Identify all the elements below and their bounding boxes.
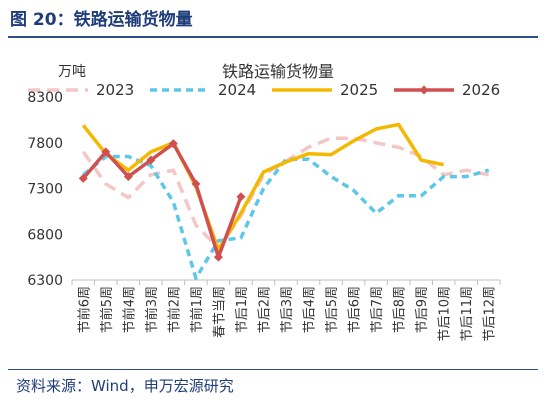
x-tick-label: 春节当周: [212, 286, 227, 338]
legend-label: 2025: [340, 81, 378, 99]
legend-item-2024: 2024: [150, 81, 256, 99]
x-tick-label: 节后8周: [393, 286, 408, 333]
legend-label: 2024: [218, 81, 256, 99]
series-line-2025: [81, 122, 445, 252]
x-tick-label: 节前2周: [166, 286, 182, 333]
y-tick-label: 6300: [27, 273, 63, 289]
chart-title: 铁路运输货物量: [222, 62, 334, 81]
legend-label: 2026: [462, 81, 500, 99]
legend-marker: [419, 85, 429, 95]
title-rule: [8, 36, 538, 38]
series-2025: [81, 122, 445, 252]
y-tick-label: 7300: [27, 182, 63, 198]
data-point-2026: [78, 173, 88, 183]
x-tick-label: 节后7周: [370, 286, 385, 333]
source-rule: [8, 369, 538, 370]
data-point-2026: [236, 192, 246, 202]
legend: 2023 2024 2025 2026: [28, 81, 500, 99]
data-point-2026: [168, 139, 178, 149]
x-tick-labels: 节前6周 节前5周 节前4周 节前3周 节前2周 节前1周 春节当周 节后1周 节后2周 节后3周…: [76, 286, 497, 342]
y-axis-unit: 万吨: [58, 64, 86, 80]
series-line-2024: [82, 154, 490, 280]
legend-item-2025: 2025: [272, 81, 378, 99]
data-point-2026: [191, 179, 201, 189]
x-tick-label: 节后9周: [415, 286, 430, 333]
series-2023: [81, 136, 490, 250]
x-tick-label: 节后11周: [460, 286, 475, 342]
axes: [71, 279, 501, 285]
y-tick-label: 8300: [27, 90, 63, 106]
x-tick-label: 节前5周: [99, 286, 115, 333]
y-tick-label: 7800: [27, 136, 63, 152]
figure-title: 图 20：铁路运输货物量: [10, 10, 193, 30]
data-point-2026: [146, 155, 156, 165]
x-tick-label: 节后10周: [438, 286, 453, 342]
x-tick-label: 节后1周: [235, 286, 250, 333]
x-tick-label: 节后5周: [325, 286, 340, 333]
x-tick-label: 节前3周: [144, 286, 160, 333]
series-line-2023: [81, 136, 490, 250]
y-tick-labels: 6300 6800 7300 7800 8300: [27, 90, 63, 289]
legend-item-2023: 2023: [28, 81, 134, 99]
x-tick-label: 节后12周: [483, 286, 498, 342]
series-line-2026: [81, 141, 243, 259]
data-point-2026: [101, 147, 111, 157]
data-point-2026: [213, 252, 223, 262]
x-tick-label: 节前6周: [76, 286, 92, 333]
y-tick-label: 6800: [27, 227, 63, 243]
x-tick-label: 节后6周: [348, 286, 363, 333]
x-tick-label: 节后2周: [257, 286, 272, 333]
source-note: 资料来源：Wind，申万宏源研究: [16, 377, 234, 395]
legend-label: 2023: [96, 81, 134, 99]
series-2024: [82, 154, 490, 280]
series-2026: [78, 139, 246, 262]
x-tick-label: 节前1周: [189, 286, 205, 333]
series-layer: [78, 122, 490, 280]
data-point-2026: [123, 172, 133, 182]
x-tick-label: 节后4周: [303, 286, 318, 333]
legend-item-2026: 2026: [394, 81, 500, 99]
x-tick-label: 节前4周: [121, 286, 137, 333]
x-tick-label: 节后3周: [280, 286, 295, 333]
